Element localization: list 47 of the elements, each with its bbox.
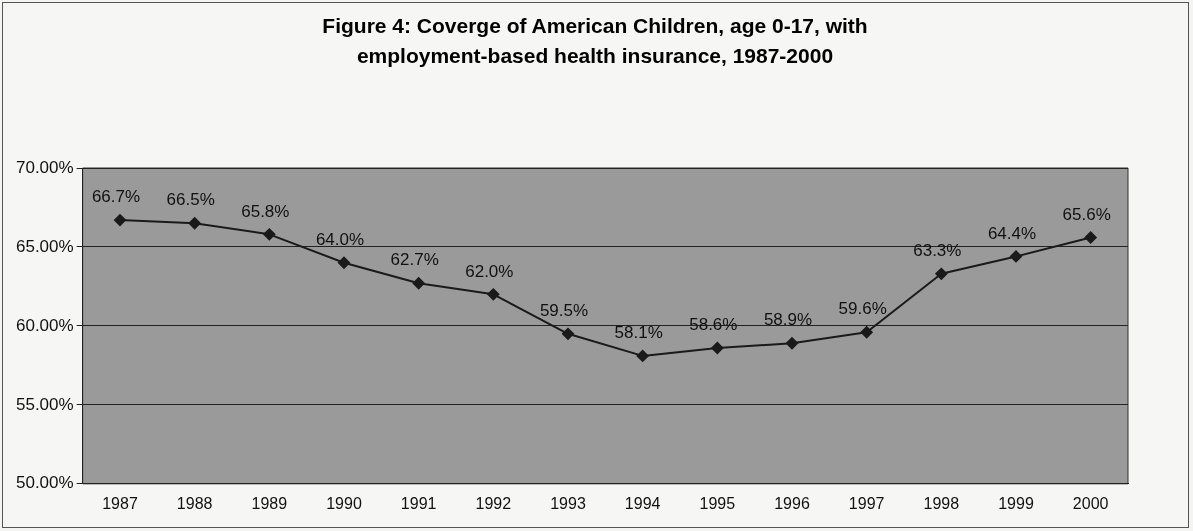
x-tick-label: 1987 [102,494,138,512]
x-tick-label: 1989 [251,494,288,512]
y-tick-label: 55.00% [15,394,74,414]
data-label: 66.5% [166,190,215,210]
data-label: 65.8% [241,201,290,221]
x-tick-label: 1988 [176,494,213,512]
point [337,256,350,269]
chart-title: Figure 4: Coverge of American Children, age 0-17, with employment-based health insurance, 1987-2000 [321,13,869,69]
y-tick-label: 70.00% [15,157,74,177]
point [412,277,425,290]
x-tick-label: 1995 [699,494,736,512]
data-label: 59.5% [539,300,589,320]
point [562,327,574,340]
point [935,267,948,280]
point [860,326,873,339]
point [636,349,649,362]
data-label: 58.9% [763,310,813,330]
data-label: 63.3% [913,240,962,260]
x-tick-label: 1998 [923,494,960,512]
x-tick-label: 1999 [998,494,1034,512]
y-tick-label: 65.00% [15,236,74,256]
data-label: 65.6% [1062,204,1111,224]
x-tick-label: 1997 [848,494,885,512]
x-tick-label: 1992 [475,494,512,512]
y-tick-label: 60.00% [15,315,74,335]
x-tick-label: 1993 [550,494,586,512]
point [711,342,724,355]
point [786,337,798,350]
x-tick-label: 1991 [400,494,437,512]
point [1010,250,1022,263]
data-label: 62.0% [465,261,514,281]
point [487,288,500,301]
x-tick-label: 1996 [774,494,810,512]
data-label: 66.7% [91,187,141,207]
x-tick-label: 2000 [1072,494,1109,512]
x-tick-label: 1990 [326,494,362,512]
point [263,228,276,241]
data-label: 58.1% [614,323,663,343]
point [113,214,126,227]
point [188,217,201,230]
data-label: 62.7% [390,250,439,270]
data-label: 64.4% [987,223,1037,243]
point [1084,231,1097,244]
x-tick-label: 1994 [624,494,661,512]
y-tick-label: 50.00% [15,473,74,493]
data-label: 59.6% [838,299,887,319]
data-label: 64.0% [315,229,365,249]
